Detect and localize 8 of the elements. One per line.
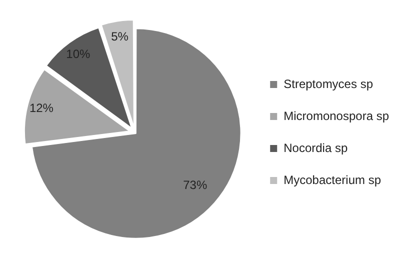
legend-label: Nocordia sp xyxy=(284,140,348,155)
data-label: 10% xyxy=(66,46,90,61)
data-label: 12% xyxy=(29,100,54,115)
data-label: 73% xyxy=(183,178,208,192)
data-label: 5% xyxy=(111,30,129,44)
legend-label: Micromonospora sp xyxy=(284,108,390,123)
legend-label: Streptomyces sp xyxy=(284,76,374,91)
legend-label: Mycobacterium sp xyxy=(284,172,382,187)
